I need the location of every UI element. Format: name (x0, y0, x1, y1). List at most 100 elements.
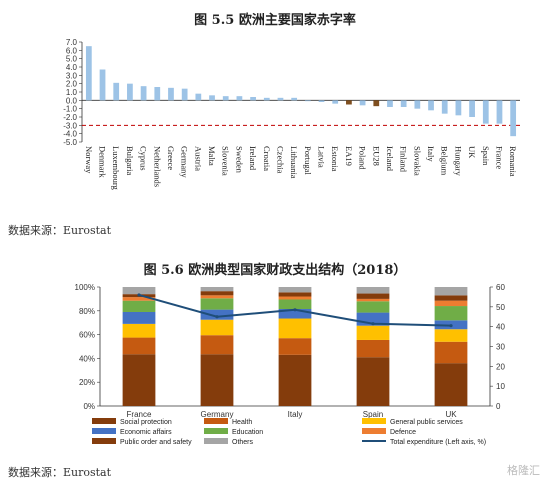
bar-greece (168, 87, 174, 101)
legend-label: Health (232, 419, 252, 426)
bar-poland (359, 100, 366, 106)
x-tick-label: Italy (288, 410, 303, 419)
bar-segment-social (356, 357, 390, 406)
line-point (215, 315, 219, 319)
bar-belgium (441, 100, 448, 114)
legend-swatch-order (92, 438, 116, 444)
left-tick-label: 100% (75, 283, 95, 292)
bar-bulgaria (127, 83, 133, 101)
bar-romania (510, 100, 517, 137)
y-tick-label: 2.0 (66, 80, 78, 89)
bar-segment-general (356, 325, 390, 340)
x-tick-label: France (494, 146, 504, 169)
right-tick-label: 20 (496, 362, 505, 371)
legend-swatch-health (204, 418, 228, 424)
bar-uk (469, 100, 475, 117)
y-tick-label: -5.0 (63, 138, 77, 147)
right-tick-label: 40 (496, 323, 505, 332)
x-tick-label: Germany (201, 410, 234, 419)
y-tick-label: 5.0 (66, 55, 78, 64)
x-tick-label: Spain (363, 410, 383, 419)
bar-hungary (455, 100, 462, 116)
bar-segment-health (200, 335, 234, 355)
legend-label: Others (232, 439, 254, 446)
legend-label: Education (232, 429, 263, 436)
bar-segment-defence (278, 296, 312, 300)
bar-segment-education (200, 298, 234, 310)
bar-germany (181, 88, 188, 101)
y-tick-label: 0.0 (66, 96, 78, 105)
x-tick-label: Luxembourg (111, 146, 121, 191)
line-point (371, 322, 375, 326)
x-tick-label: Latvia (317, 146, 327, 168)
bar-segment-others (356, 287, 390, 294)
x-tick-label: Ireland (248, 146, 258, 171)
line-point (293, 308, 297, 312)
bar-czechia (277, 97, 284, 101)
bar-segment-others (434, 287, 468, 296)
bar-segment-defence (122, 297, 156, 301)
y-tick-label: 6.0 (66, 46, 78, 55)
legend-label: Public order and safety (120, 439, 192, 446)
y-tick-label: 7.0 (66, 38, 78, 47)
bar-norway (85, 46, 92, 101)
legend-swatch-others (204, 438, 228, 444)
bar-segment-economic (122, 311, 156, 324)
x-tick-label: Austria (193, 146, 203, 171)
bar-spain (482, 100, 489, 124)
bar-denmark (99, 69, 106, 101)
y-tick-label: -1.0 (63, 105, 77, 114)
bar-segment-general (434, 329, 468, 342)
bar-slovakia (414, 100, 421, 109)
x-tick-label: Slovakia (412, 146, 422, 176)
bar-segment-order (200, 291, 234, 296)
bar-estonia (332, 100, 339, 104)
x-tick-label: Slovenia (221, 146, 231, 176)
bar-iceland (387, 100, 393, 107)
y-tick-label: 3.0 (66, 71, 78, 80)
bar-segment-economic (278, 309, 312, 319)
x-tick-label: Netherlands (152, 146, 162, 187)
chart1-title: 图 5.5 欧洲主要国家赤字率 (194, 13, 356, 28)
x-tick-label: France (127, 410, 152, 419)
right-tick-label: 10 (496, 382, 505, 391)
legend-label: Defence (390, 429, 416, 436)
x-tick-label: Germany (180, 146, 190, 178)
chart1-source: 数据来源：Eurostat (8, 224, 112, 237)
legend-swatch-social (92, 418, 116, 424)
y-tick-label: -3.0 (63, 121, 77, 130)
left-tick-label: 20% (79, 378, 95, 387)
bar-segment-health (434, 341, 468, 364)
bar-segment-defence (434, 300, 468, 307)
bar-croatia (263, 97, 270, 101)
bar-segment-others (122, 287, 156, 295)
bar-ea19 (346, 100, 352, 105)
x-tick-label: Czechia (275, 146, 285, 174)
x-tick-label: Greece (166, 146, 176, 170)
bar-ireland (250, 97, 256, 101)
x-tick-label: Denmark (98, 146, 108, 178)
right-tick-label: 30 (496, 343, 505, 352)
bar-segment-social (122, 354, 156, 406)
legend-swatch-education (204, 428, 228, 434)
x-tick-label: Hungary (453, 146, 463, 176)
right-tick-label: 60 (496, 283, 505, 292)
legend-swatch-general (362, 418, 386, 424)
y-tick-label: 4.0 (66, 63, 78, 72)
legend-label: Social protection (120, 419, 172, 426)
bar-segment-education (434, 306, 468, 321)
right-tick-label: 50 (496, 303, 505, 312)
bar-portugal (304, 100, 311, 102)
bar-netherlands (154, 87, 161, 101)
bar-segment-order (278, 292, 312, 297)
left-tick-label: 60% (79, 331, 95, 340)
x-tick-label: Portugal (303, 146, 313, 175)
bar-segment-health (122, 337, 156, 355)
bar-segment-defence (356, 298, 390, 302)
y-tick-label: -4.0 (63, 130, 77, 139)
bar-france (496, 100, 503, 124)
bar-finland (400, 100, 407, 107)
bar-segment-social (434, 363, 468, 406)
legend-label: Total expenditure (Left axis, %) (390, 439, 486, 446)
x-tick-label: Belgium (440, 146, 450, 176)
